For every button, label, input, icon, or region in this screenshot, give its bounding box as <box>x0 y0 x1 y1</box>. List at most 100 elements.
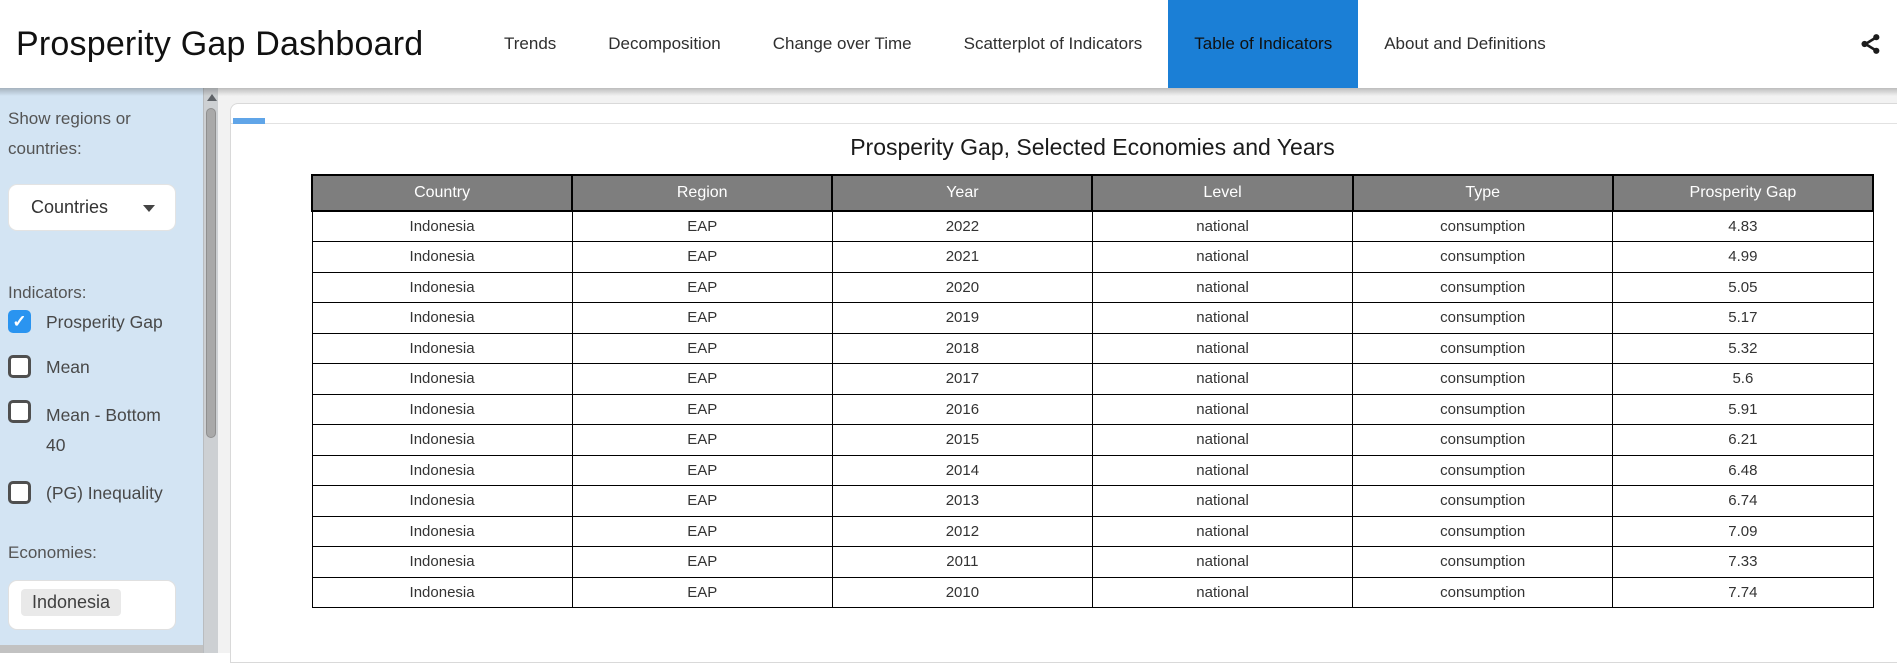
table-cell: 2019 <box>831 302 1093 334</box>
table-row: Indonesia EAP 2017 national consumption 5.6 <box>311 363 1874 395</box>
indicators-label: Indicators: <box>8 283 87 302</box>
table-cell: 4.83 <box>1612 210 1874 242</box>
table-row: Indonesia EAP 2018 national consumption 5.32 <box>311 332 1874 364</box>
table-cell: 2013 <box>831 485 1093 517</box>
table-cell: Indonesia <box>311 363 573 395</box>
table-cell: EAP <box>571 576 833 608</box>
table-cell: 7.74 <box>1612 576 1874 608</box>
checkbox-checked-icon[interactable]: ✓ <box>8 310 31 333</box>
active-tab-indicator <box>233 118 265 124</box>
table-cell: EAP <box>571 271 833 303</box>
table-card: Prosperity Gap, Selected Economies and Y… <box>230 103 1897 663</box>
column-header-year: Year <box>831 174 1094 212</box>
table-cell: Indonesia <box>311 241 573 273</box>
tab-strip-divider <box>231 123 1897 124</box>
tab-decomposition[interactable]: Decomposition <box>608 34 721 53</box>
scroll-up-arrow-icon[interactable] <box>207 94 217 101</box>
table-row: Indonesia EAP 2022 national consumption 4.83 <box>311 210 1874 242</box>
table-cell: Indonesia <box>311 210 573 242</box>
table-cell: 2022 <box>831 210 1093 242</box>
table-cell: national <box>1091 332 1354 364</box>
table-cell: national <box>1091 363 1354 395</box>
table-cell: national <box>1091 393 1354 425</box>
indicators-table: Country Region Year Level Type Prosperity Gap… <box>310 174 1875 608</box>
table-cell: consumption <box>1352 576 1614 608</box>
tab-change-over-time[interactable]: Change over Time <box>772 34 912 53</box>
checkbox-unchecked-icon[interactable] <box>8 400 31 423</box>
table-cell: Indonesia <box>311 515 573 547</box>
sidebar-horizontal-scrollbar[interactable] <box>0 645 203 653</box>
table-cell: consumption <box>1352 424 1614 456</box>
tab-about-and-definitions[interactable]: About and Definitions <box>1384 34 1546 53</box>
table-row: Indonesia EAP 2021 national consumption 4.99 <box>311 241 1874 273</box>
indicator-row-mean-bottom-40[interactable]: Mean - Bottom 40 <box>8 400 198 460</box>
table-cell: Indonesia <box>311 332 573 364</box>
table-cell: EAP <box>571 393 833 425</box>
tab-scatterplot-of-indicators[interactable]: Scatterplot of Indicators <box>963 34 1143 53</box>
table-cell: national <box>1091 485 1354 517</box>
regions-countries-dropdown[interactable]: Countries <box>8 184 176 231</box>
indicator-label: Prosperity Gap <box>46 312 163 332</box>
table-cell: 5.17 <box>1612 302 1874 334</box>
scrollbar-thumb[interactable] <box>206 108 216 438</box>
table-cell: consumption <box>1352 546 1614 578</box>
table-cell: 6.48 <box>1612 454 1874 486</box>
column-header-type: Type <box>1351 174 1614 212</box>
column-header-prosperity-gap: Prosperity Gap <box>1611 174 1875 212</box>
show-regions-label: Show regions or countries: <box>8 109 131 158</box>
table-cell: 7.09 <box>1612 515 1874 547</box>
table-row: Indonesia EAP 2012 national consumption 7.09 <box>311 515 1874 547</box>
checkbox-unchecked-icon[interactable] <box>8 355 31 378</box>
economies-label: Economies: <box>8 543 97 562</box>
table-cell: 2016 <box>831 393 1093 425</box>
indicator-label: Mean - Bottom 40 <box>46 405 161 455</box>
tab-table-of-indicators[interactable]: Table of Indicators <box>1168 0 1359 88</box>
table-row: Indonesia EAP 2015 national consumption 6.21 <box>311 424 1874 456</box>
tab-trends[interactable]: Trends <box>504 34 557 53</box>
table-cell: consumption <box>1352 454 1614 486</box>
table-cell: national <box>1091 241 1354 273</box>
table-cell: national <box>1091 576 1354 608</box>
table-cell: 4.99 <box>1612 241 1874 273</box>
table-cell: national <box>1091 210 1354 242</box>
economies-input[interactable]: Indonesia <box>8 580 176 630</box>
app-title: Prosperity Gap Dashboard <box>16 25 424 63</box>
navbar-shadow <box>0 88 1897 96</box>
table-cell: EAP <box>571 241 833 273</box>
indicator-row-pg-inequality[interactable]: (PG) Inequality <box>8 481 198 505</box>
table-body: Indonesia EAP 2022 national consumption 4.83 I… <box>311 210 1874 608</box>
table-row: Indonesia EAP 2016 national consumption 5.91 <box>311 393 1874 425</box>
table-cell: EAP <box>571 424 833 456</box>
table-cell: Indonesia <box>311 393 573 425</box>
table-cell: national <box>1091 424 1354 456</box>
table-cell: 2011 <box>831 546 1093 578</box>
indicator-row-mean[interactable]: Mean <box>8 355 198 379</box>
table-cell: 7.33 <box>1612 546 1874 578</box>
table-cell: national <box>1091 454 1354 486</box>
table-cell: consumption <box>1352 302 1614 334</box>
share-icon <box>1859 34 1883 60</box>
table-cell: 2010 <box>831 576 1093 608</box>
indicator-row-prosperity-gap[interactable]: ✓ Prosperity Gap <box>8 310 198 334</box>
table-cell: 5.6 <box>1612 363 1874 395</box>
nav-tabs: Trends Decomposition Change over Time Scatt… <box>478 0 1572 88</box>
table-cell: national <box>1091 546 1354 578</box>
economy-chip-indonesia[interactable]: Indonesia <box>21 589 122 616</box>
table-cell: consumption <box>1352 271 1614 303</box>
table-cell: Indonesia <box>311 302 573 334</box>
table-cell: national <box>1091 302 1354 334</box>
checkbox-unchecked-icon[interactable] <box>8 481 31 504</box>
table-cell: consumption <box>1352 485 1614 517</box>
table-row: Indonesia EAP 2010 national consumption 7.74 <box>311 576 1874 608</box>
table-cell: Indonesia <box>311 424 573 456</box>
table-cell: consumption <box>1352 363 1614 395</box>
table-cell: EAP <box>571 363 833 395</box>
sidebar-vertical-scrollbar[interactable] <box>203 88 218 653</box>
top-navbar: Prosperity Gap Dashboard Trends Decomposi… <box>0 0 1897 88</box>
filter-sidebar: Show regions or countries: Countries Ind… <box>0 88 203 653</box>
table-cell: 6.74 <box>1612 485 1874 517</box>
table-cell: consumption <box>1352 210 1614 242</box>
share-button[interactable] <box>1859 32 1883 56</box>
table-cell: consumption <box>1352 393 1614 425</box>
column-header-country: Country <box>310 174 574 212</box>
